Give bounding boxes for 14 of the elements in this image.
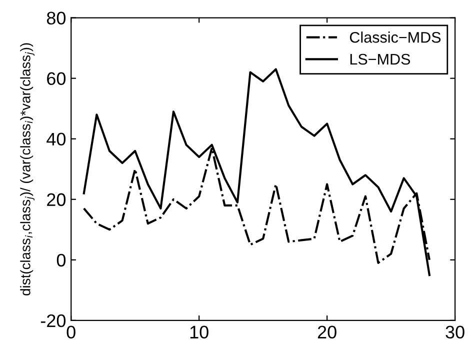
x-tick-label: 30 [446, 326, 464, 339]
y-tick-label: -20 [40, 314, 66, 328]
y-tick-label: 20 [47, 193, 66, 206]
y-tick-label: 40 [46, 132, 66, 146]
y-tick-label: 0 [56, 254, 66, 267]
y-tick-label: 80 [46, 12, 66, 25]
legend-label: Classic−MDS [350, 32, 441, 43]
text: dist(class$_{i}$,class$_{j}$)/ (var(class$_{i}$)*var(class$_{j}$)) [20, 43, 35, 296]
x-tick-label: 0 [66, 326, 76, 339]
x-tick-label: 10 [190, 326, 208, 339]
y-tick-label: 60 [47, 72, 66, 86]
x-tick-label: 20 [318, 326, 336, 339]
legend-label: LS−MDS [350, 54, 410, 65]
line-series [82, 68, 430, 276]
